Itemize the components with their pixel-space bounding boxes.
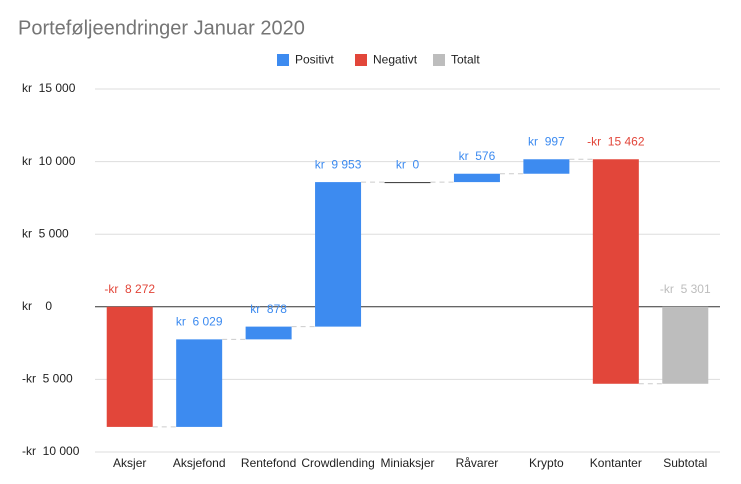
data-label: -kr 15 462 [587,134,645,148]
chart-title: Porteføljeendringer Januar 2020 [18,17,305,39]
x-tick-label: Aksjefond [173,456,226,470]
x-tick-label: Subtotal [663,456,707,470]
legend-label: Totalt [451,53,480,67]
bar [592,159,639,384]
x-tick-label: Kontanter [590,456,642,470]
y-tick-label: kr 5 000 [22,226,69,240]
y-tick-label: kr 10 000 [22,154,76,168]
data-label: kr 9 953 [315,157,362,171]
legend-label: Negativt [373,53,418,67]
bar [384,182,431,184]
bar [245,326,292,340]
legend-label: Positivt [295,53,334,67]
bar [315,182,362,327]
legend-swatch [433,54,445,66]
data-label: kr 878 [250,302,287,316]
bar [453,173,500,183]
y-tick-label: kr 15 000 [22,81,76,95]
x-tick-label: Crowdlending [301,456,374,470]
data-label: -kr 5 301 [660,282,711,296]
data-label: kr 997 [528,134,565,148]
x-tick-label: Råvarer [456,456,499,470]
bar [106,306,153,427]
x-tick-label: Rentefond [241,456,296,470]
data-label: kr 6 029 [176,315,223,329]
data-label: kr 576 [459,149,496,163]
x-tick-label: Miniaksjer [380,456,434,470]
y-tick-label: -kr 10 000 [22,444,80,458]
bar [176,339,223,427]
bar [523,159,570,174]
data-label: -kr 8 272 [104,282,155,296]
legend-swatch [355,54,367,66]
x-tick-label: Krypto [529,456,564,470]
y-tick-label: kr 0 [22,299,52,313]
data-label: kr 0 [396,157,420,171]
x-tick-label: Aksjer [113,456,146,470]
legend-swatch [277,54,289,66]
y-tick-label: -kr 5 000 [22,372,73,386]
bar [662,306,709,384]
